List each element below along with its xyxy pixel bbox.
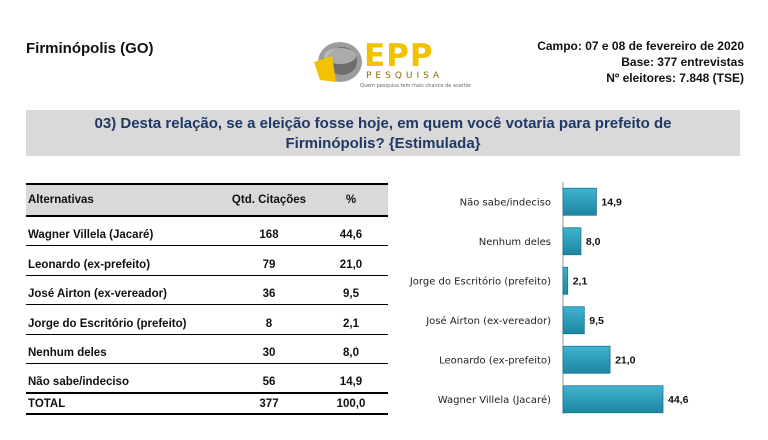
table-total-row: TOTAL 377 100,0 [26, 392, 388, 415]
chart-value-label: 44,6 [668, 394, 689, 406]
epp-logo: EPP PESQUISA Quem pesquisa tem mais chan… [312, 36, 472, 92]
row-qtd: 168 [224, 216, 314, 246]
chart-category-label: Wagner Villela (Jacaré) [438, 394, 551, 406]
chart-value-label: 14,9 [601, 196, 622, 208]
header-alternativas: Alternativas [26, 183, 224, 217]
chart-value-label: 2,1 [573, 275, 588, 287]
total-pct: 100,0 [314, 392, 388, 415]
row-qtd: 30 [224, 334, 314, 364]
row-qtd: 36 [224, 275, 314, 305]
chart-category-label: Não sabe/indeciso [460, 197, 551, 208]
question-line-1: 03) Desta relação, se a eleição fosse ho… [94, 115, 672, 132]
header-percent: % [314, 183, 388, 217]
results-table: Alternativas Qtd. Citações % Wagner Vill… [26, 183, 388, 415]
logo-mark-icon [314, 42, 362, 82]
chart-category-label: Leonardo (ex-prefeito) [439, 355, 551, 366]
survey-campo: Campo: 07 e 08 de fevereiro de 2020 [537, 39, 744, 53]
total-qtd: 377 [224, 392, 314, 415]
chart-bar [562, 227, 582, 256]
table-row: Não sabe/indeciso 56 14,9 [26, 363, 388, 394]
chart-value-label: 8,0 [586, 236, 601, 248]
table-row: Wagner Villela (Jacaré) 168 44,6 [26, 216, 388, 246]
row-pct: 14,9 [314, 363, 388, 394]
survey-eleitores: Nº eleitores: 7.848 (TSE) [606, 71, 744, 85]
question-box: 03) Desta relação, se a eleição fosse ho… [26, 110, 740, 156]
table-row: Leonardo (ex-prefeito) 79 21,0 [26, 245, 388, 276]
chart-category-label: José Airton (ex-vereador) [425, 315, 551, 327]
chart-value-label: 21,0 [615, 354, 636, 366]
row-alternative: Wagner Villela (Jacaré) [26, 216, 224, 246]
chart-category-label: Nenhum deles [479, 237, 551, 248]
row-alternative: José Airton (ex-vereador) [26, 275, 224, 305]
bar-chart: Não sabe/indeciso 14,9 Nenhum deles 8,0 Jorg… [409, 182, 689, 414]
row-qtd: 8 [224, 304, 314, 335]
question-line-2: Firminópolis? {Estimulada} [285, 135, 481, 152]
table-row: Nenhum deles 30 8,0 [26, 334, 388, 364]
chart-bar [562, 187, 597, 216]
row-qtd: 79 [224, 245, 314, 276]
table-row: Jorge do Escritório (prefeito) 8 2,1 [26, 304, 388, 335]
chart-bar [562, 266, 569, 295]
table-header-row: Alternativas Qtd. Citações % [26, 183, 388, 217]
survey-meta: Campo: 07 e 08 de fevereiro de 2020 Base… [537, 38, 744, 86]
table-row: José Airton (ex-vereador) 36 9,5 [26, 275, 388, 305]
chart-bar [562, 345, 611, 374]
logo-subtext: PESQUISA [366, 71, 444, 81]
row-pct: 44,6 [314, 216, 388, 246]
logo-tagline: Quem pesquisa tem mais chance de acertar [360, 83, 471, 89]
row-pct: 2,1 [314, 304, 388, 335]
city-title: Firminópolis (GO) [26, 40, 154, 57]
chart-bar [562, 385, 664, 414]
row-pct: 8,0 [314, 334, 388, 364]
header-qtd-citacoes: Qtd. Citações [224, 183, 314, 217]
row-pct: 21,0 [314, 245, 388, 276]
logo-text: EPP [364, 38, 434, 74]
row-pct: 9,5 [314, 275, 388, 305]
row-alternative: Nenhum deles [26, 334, 224, 364]
total-label: TOTAL [26, 392, 224, 415]
chart-value-label: 9,5 [589, 315, 604, 327]
survey-base: Base: 377 entrevistas [621, 55, 744, 69]
chart-bar [562, 306, 585, 335]
row-alternative: Jorge do Escritório (prefeito) [26, 304, 224, 335]
chart-category-label: Jorge do Escritório (prefeito) [409, 275, 551, 287]
row-qtd: 56 [224, 363, 314, 394]
row-alternative: Não sabe/indeciso [26, 363, 224, 394]
row-alternative: Leonardo (ex-prefeito) [26, 245, 224, 276]
